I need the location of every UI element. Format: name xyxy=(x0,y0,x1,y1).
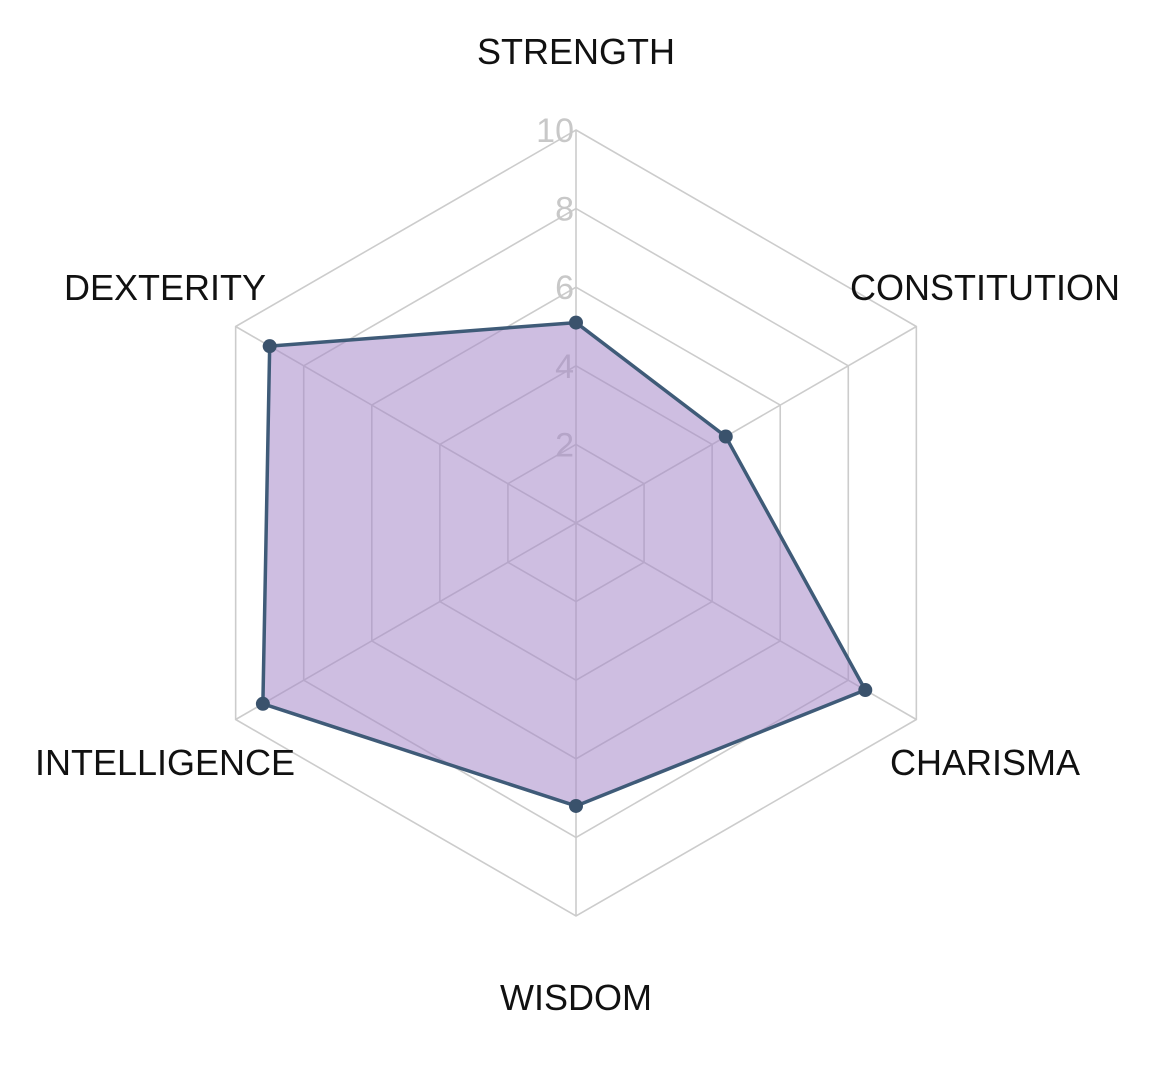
data-point-intelligence xyxy=(255,696,270,711)
data-point-wisdom xyxy=(569,798,583,813)
tick-label-8: 8 xyxy=(555,191,574,229)
tick-label-10: 10 xyxy=(536,112,574,150)
data-point-constitution xyxy=(718,429,733,444)
axis-label-strength: STRENGTH xyxy=(477,31,675,72)
data-point-dexterity xyxy=(262,339,277,354)
series-layer xyxy=(255,315,873,813)
axis-label-layer: STRENGTH CONSTITUTION CHARISMA WISDOM INTELL… xyxy=(35,31,1120,1018)
axis-label-wisdom: WISDOM xyxy=(500,977,652,1018)
series-area xyxy=(261,320,868,808)
axis-label-constitution: CONSTITUTION xyxy=(850,267,1120,308)
axis-label-intelligence: INTELLIGENCE xyxy=(35,742,295,783)
axis-label-dexterity: DEXTERITY xyxy=(64,267,266,308)
tick-label-6: 6 xyxy=(555,269,574,307)
data-point-charisma xyxy=(858,683,873,698)
data-point-strength xyxy=(569,315,583,330)
axis-label-charisma: CHARISMA xyxy=(890,742,1080,783)
